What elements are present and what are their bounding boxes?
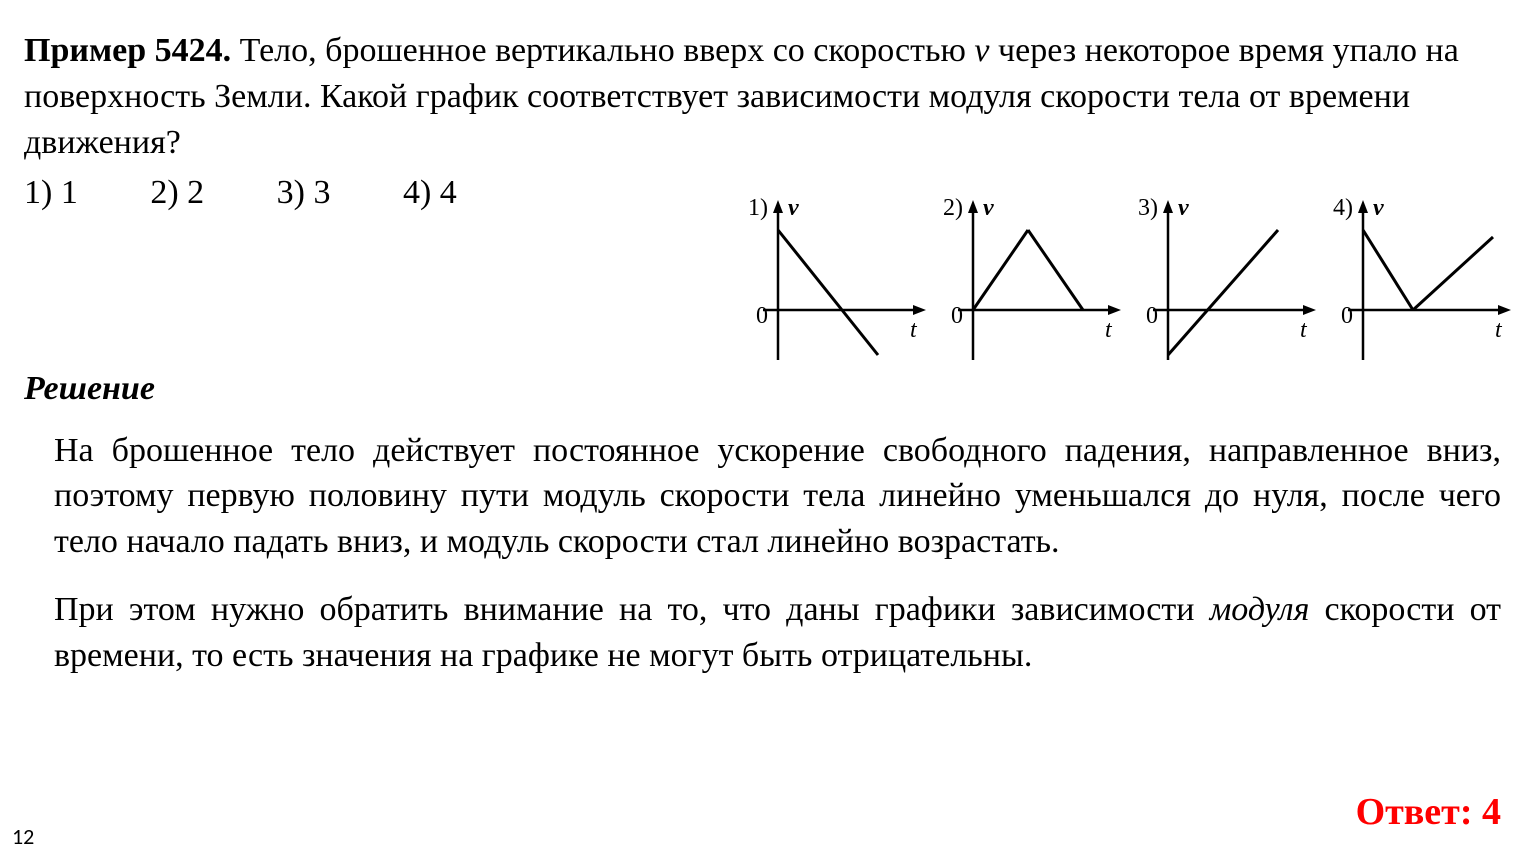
x-axis-label-4: t (1495, 317, 1503, 343)
graph-1-svg: 0 v t (748, 195, 943, 370)
answer-prefix: Ответ: (1356, 791, 1482, 833)
page-container: Пример 5424. Тело, брошенное вертикально… (0, 0, 1533, 864)
answer-value: 4 (1482, 791, 1501, 833)
solution-para-2-em: модуля (1210, 591, 1310, 628)
graph-2-svg: 0 v t (943, 195, 1138, 370)
solution-para-1: На брошенное тело действует постоянное у… (24, 428, 1509, 566)
origin-label-1: 0 (756, 303, 768, 329)
option-4: 4) 4 (403, 170, 457, 216)
graph-2: 0 v t 2) (943, 195, 1138, 370)
answer-label: Ответ: 4 (1356, 790, 1501, 834)
origin-label-2: 0 (951, 303, 963, 329)
y-axis-label-3: v (1178, 195, 1189, 221)
origin-label-3: 0 (1146, 303, 1158, 329)
problem-statement: Пример 5424. Тело, брошенное вертикально… (24, 28, 1509, 166)
origin-label-4: 0 (1341, 303, 1353, 329)
graph-2-label: 2) (943, 195, 963, 222)
problem-body-prefix: Тело, брошенное вертикально вверх со ско… (231, 32, 974, 69)
solution-para-2-prefix: При этом нужно обратить внимание на то, … (54, 591, 1210, 628)
option-1: 1) 1 (24, 170, 78, 216)
solution-heading: Решение (24, 370, 1509, 408)
option-2: 2) 2 (150, 170, 204, 216)
y-axis-label-1: v (788, 195, 799, 221)
page-number: 12 (12, 823, 34, 850)
graph-4-label: 4) (1333, 195, 1353, 222)
graph-3-label: 3) (1138, 195, 1158, 222)
graph-1-label: 1) (748, 195, 768, 222)
x-axis-label-3: t (1300, 317, 1308, 343)
option-3: 3) 3 (277, 170, 331, 216)
velocity-symbol: v (974, 32, 989, 69)
solution-para-2: При этом нужно обратить внимание на то, … (24, 587, 1509, 679)
y-axis-label-4: v (1373, 195, 1384, 221)
graph-1: 0 v t 1) (748, 195, 943, 370)
graph-4-svg: 0 v t (1333, 195, 1528, 370)
graph-3: 0 v t 3) (1138, 195, 1333, 370)
problem-title: Пример 5424. (24, 32, 231, 69)
graph-4: 0 v t 4) (1333, 195, 1528, 370)
x-axis-label-1: t (910, 317, 918, 343)
y-axis-label-2: v (983, 195, 994, 221)
x-axis-label-2: t (1105, 317, 1113, 343)
graphs-row: 0 v t 1) 0 v t 2) (748, 195, 1528, 370)
graph-3-svg: 0 v t (1138, 195, 1333, 370)
